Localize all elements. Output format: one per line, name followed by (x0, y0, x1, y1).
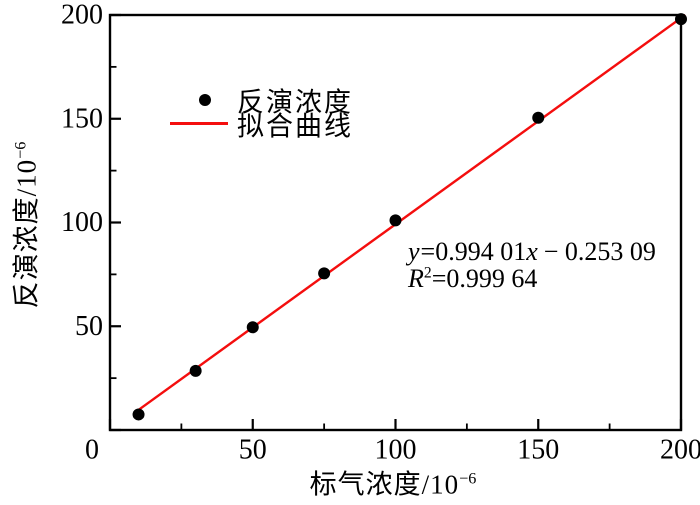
equation-x-variable: x (526, 237, 538, 266)
y-tick-label: 50 (75, 311, 103, 342)
y-axis-label-text: 反演浓度/10 (11, 158, 42, 309)
data-point (189, 364, 202, 377)
r-squared-value: =0.999 64 (431, 264, 538, 293)
x-tick-label: 0 (85, 435, 99, 466)
x-tick-label: 200 (660, 435, 700, 466)
y-tick-label: 150 (61, 103, 103, 134)
data-point (532, 111, 545, 124)
r-exponent: 2 (423, 264, 432, 282)
r-variable: R (408, 264, 424, 293)
x-axis-label-text: 标气浓度/10 (309, 469, 460, 500)
y-tick-label: 100 (61, 207, 103, 238)
fit-line (136, 13, 686, 412)
data-point (246, 321, 259, 334)
x-axis-label: 标气浓度/10−6 (310, 463, 477, 502)
fit-equation: y=0.994 01x − 0.253 09 (408, 237, 656, 267)
x-tick-label: 50 (239, 435, 267, 466)
y-axis-label-exponent: −6 (11, 141, 30, 159)
legend-entry-fit-curve: 拟合曲线 (237, 111, 353, 142)
data-point (132, 408, 145, 421)
y-axis-label: 反演浓度/10−6 (5, 142, 44, 309)
x-tick-label: 150 (517, 435, 559, 466)
r-squared-annotation: R2=0.999 64 (408, 264, 537, 294)
x-axis-label-exponent: −6 (459, 469, 477, 488)
data-point (318, 267, 331, 280)
legend-scatter-marker-icon (199, 94, 211, 106)
y-tick-label: 200 (61, 0, 103, 31)
legend-line-marker-icon (170, 122, 228, 125)
data-point (675, 13, 687, 26)
equation-intercept: − 0.253 09 (543, 237, 656, 266)
plot-frame (108, 13, 683, 432)
equation-slope: =0.994 01 (420, 237, 527, 266)
equation-y-variable: y (408, 237, 420, 266)
data-point (389, 214, 402, 227)
x-tick-label: 100 (375, 435, 417, 466)
legend-entry-inverted-concentration: 反演浓度 (237, 87, 353, 118)
